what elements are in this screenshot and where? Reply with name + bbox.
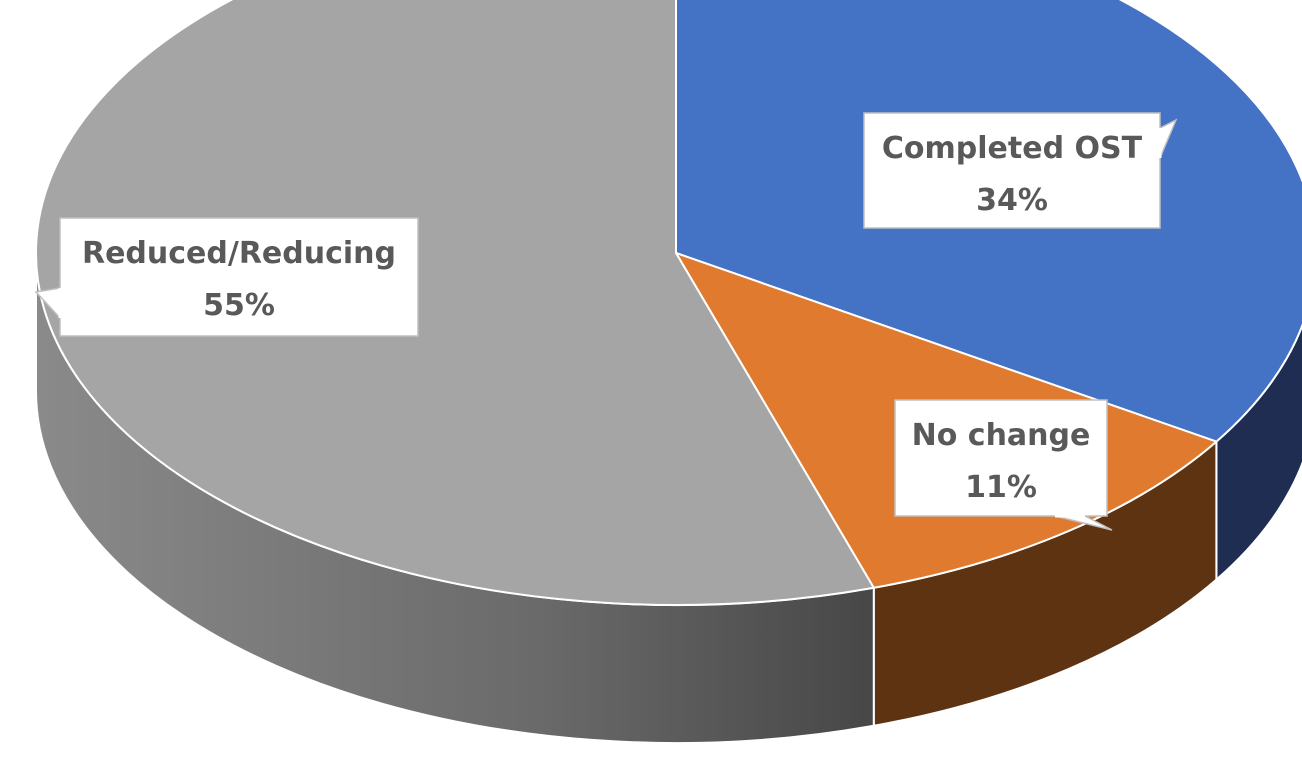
pie-slice-reduced-reducing [35,0,875,606]
data-label-category: Completed OST [882,131,1143,166]
data-label-percent: 55% [203,288,275,323]
data-label-no-change: No change 11% [894,399,1113,531]
data-label-category: Reduced/Reducing [82,236,396,271]
data-label-percent: 34% [976,183,1048,218]
data-label-reduced-reducing: Reduced/Reducing 55% [34,217,419,337]
pie-labels: Completed OST 34% No change 11% Reduced/Redu… [34,112,1178,531]
data-label-category: No change [912,418,1091,453]
callout-box [59,217,419,337]
callout-box [863,112,1161,229]
data-label-percent: 11% [965,470,1037,505]
data-label-completed-ost: Completed OST 34% [863,112,1178,229]
pie-sides [35,252,1302,744]
callout-box [894,399,1108,517]
